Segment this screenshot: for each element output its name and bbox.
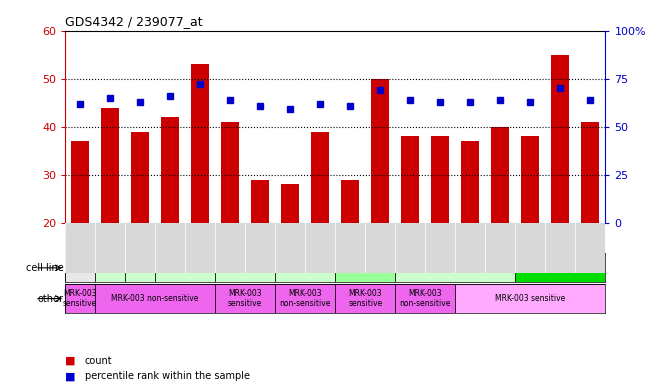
Text: percentile rank within the sample: percentile rank within the sample — [85, 371, 249, 381]
Bar — [251, 180, 270, 223]
Text: Panc253: Panc253 — [227, 263, 263, 272]
Text: JH033: JH033 — [68, 263, 92, 272]
Bar — [71, 141, 89, 223]
Text: MRK-003 sensitive: MRK-003 sensitive — [495, 294, 566, 303]
Text: Panc420: Panc420 — [542, 263, 578, 272]
Bar — [395, 284, 455, 313]
Bar — [275, 253, 335, 282]
Bar — [492, 127, 509, 223]
Text: Panc265: Panc265 — [287, 263, 323, 272]
Text: MRK-003
sensitive: MRK-003 sensitive — [63, 289, 97, 308]
Bar — [65, 253, 95, 282]
Bar — [65, 284, 95, 313]
Bar — [341, 180, 359, 223]
Text: Panc198: Panc198 — [92, 263, 128, 272]
Bar — [551, 55, 570, 223]
Bar — [521, 136, 540, 223]
Bar — [516, 253, 605, 282]
Bar — [455, 284, 605, 313]
Bar — [581, 122, 600, 223]
Text: MRK-003
sensitive: MRK-003 sensitive — [228, 289, 262, 308]
Bar — [215, 284, 275, 313]
Bar — [155, 253, 215, 282]
Text: Panc374: Panc374 — [437, 263, 473, 272]
Bar — [335, 284, 395, 313]
Bar — [191, 64, 209, 223]
Text: Panc219: Panc219 — [167, 263, 203, 272]
Text: MRK-003 non-sensitive: MRK-003 non-sensitive — [111, 294, 199, 303]
Text: Panc291: Panc291 — [348, 263, 383, 272]
Text: MRK-003
non-sensitive: MRK-003 non-sensitive — [400, 289, 451, 308]
Bar — [462, 141, 479, 223]
Bar — [125, 253, 155, 282]
Text: cell line: cell line — [26, 263, 64, 273]
Bar — [215, 253, 275, 282]
Text: ■: ■ — [65, 371, 76, 381]
Text: Panc215: Panc215 — [122, 263, 158, 272]
Bar — [281, 184, 299, 223]
Bar — [371, 79, 389, 223]
Bar — [95, 284, 215, 313]
Text: count: count — [85, 356, 112, 366]
Bar — [101, 108, 119, 223]
Text: MRK-003
non-sensitive: MRK-003 non-sensitive — [279, 289, 331, 308]
Bar — [432, 136, 449, 223]
Bar — [335, 253, 395, 282]
Bar — [221, 122, 239, 223]
Text: other: other — [38, 293, 64, 304]
Bar — [275, 284, 335, 313]
Bar — [161, 117, 179, 223]
Text: MRK-003
sensitive: MRK-003 sensitive — [348, 289, 382, 308]
Text: ■: ■ — [65, 356, 76, 366]
Bar — [395, 253, 516, 282]
Bar — [401, 136, 419, 223]
Bar — [95, 253, 125, 282]
Bar — [311, 131, 329, 223]
Bar — [131, 131, 149, 223]
Text: GDS4342 / 239077_at: GDS4342 / 239077_at — [65, 15, 202, 28]
